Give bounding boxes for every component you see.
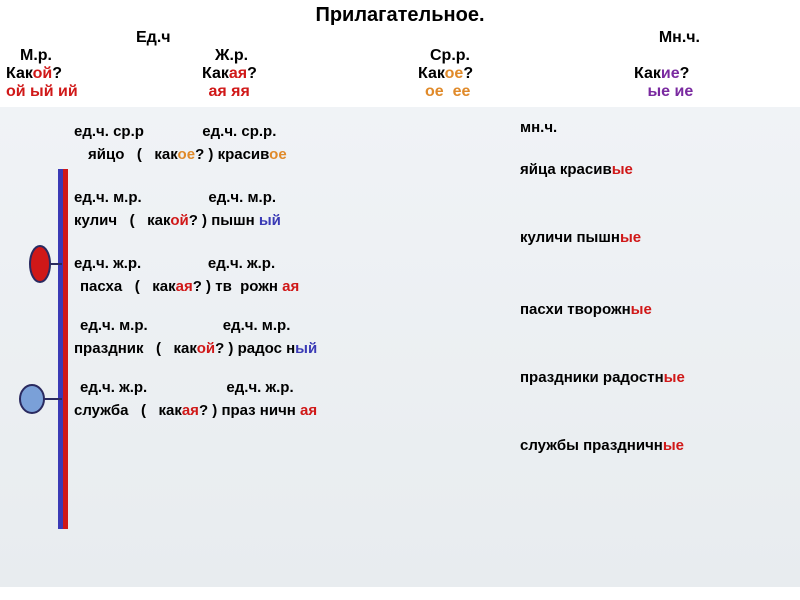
row-example: пасха ( какая? ) тв рожн ая (74, 278, 800, 295)
row-example: служба ( какая? ) праз ничн ая (74, 402, 800, 419)
endings-pl: ые ие (578, 83, 800, 101)
plural-label: Мн.ч. (659, 29, 740, 47)
row-plural: службы праздничные (520, 437, 790, 454)
gender-row: М.р. Ж.р. Ср.р. (0, 47, 800, 65)
gender-n: Ср.р. (370, 47, 585, 65)
row-example: кулич ( какой? ) пышн ый (74, 212, 800, 229)
gender-m: М.р. (0, 47, 175, 65)
row-labels: ед.ч. м.р. ед.ч. м.р. (74, 317, 800, 334)
number-row: Ед.ч Мн.ч. (0, 27, 800, 47)
row-plural: куличи пышные (520, 229, 790, 246)
question-f: Какая? (172, 65, 368, 83)
header-section: Прилагательное. Ед.ч Мн.ч. М.р. Ж.р. Ср.… (0, 0, 800, 107)
row-example: праздник ( какой? ) радос ный (74, 340, 800, 357)
gender-pl (585, 47, 800, 65)
endings-m: ой ый ий (0, 83, 159, 101)
question-pl: Какие? (584, 65, 800, 83)
row-labels: ед.ч. ж.р. ед.ч. ж.р. (74, 255, 800, 272)
row-labels: ед.ч. м.р. ед.ч. м.р. (74, 189, 800, 206)
gender-f: Ж.р. (175, 47, 370, 65)
endings-row: ой ый ий ая яя ое ее ые ие (0, 83, 800, 101)
question-m: Какой? (0, 65, 172, 83)
examples-section: мн.ч. ед.ч. ср.р ед.ч. ср.р. яйцо ( како… (0, 107, 800, 587)
endings-f: ая яя (159, 83, 362, 101)
page-title: Прилагательное. (0, 4, 800, 27)
row-plural: праздники радостные (520, 369, 790, 386)
row-labels: ед.ч. ср.р ед.ч. ср.р. (74, 123, 800, 140)
rows-container: ед.ч. ср.р ед.ч. ср.р. яйцо ( какое? ) к… (0, 123, 800, 419)
question-row: Какой? Какая? Какое? Какие? (0, 65, 800, 83)
row-plural: яйца красивые (520, 161, 790, 178)
singular-label: Ед.ч (60, 29, 171, 47)
row-plural: пасхи творожные (520, 301, 790, 318)
endings-n: ое ее (361, 83, 578, 101)
question-n: Какое? (368, 65, 584, 83)
